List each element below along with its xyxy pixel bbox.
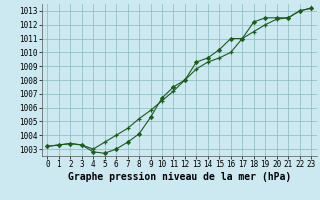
X-axis label: Graphe pression niveau de la mer (hPa): Graphe pression niveau de la mer (hPa) [68, 172, 291, 182]
